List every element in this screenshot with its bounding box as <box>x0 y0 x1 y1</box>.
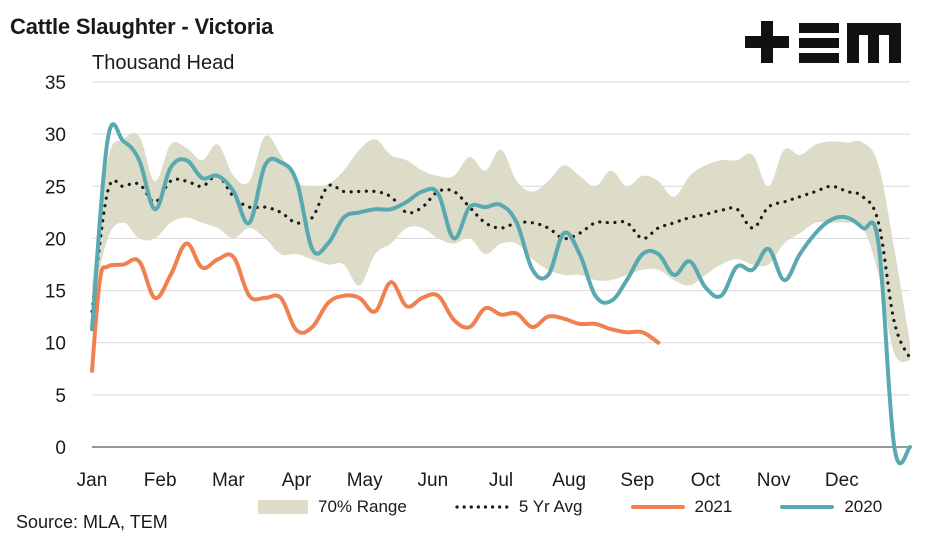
legend-swatch-avg <box>455 505 509 509</box>
legend-item-2020: 2020 <box>780 497 882 517</box>
x-tick-label: Aug <box>552 470 586 491</box>
legend-item-avg: 5 Yr Avg <box>455 497 583 517</box>
x-tick-label: Jul <box>489 470 513 491</box>
y-tick-label: 15 <box>45 282 66 303</box>
y-tick-label: 5 <box>55 386 66 407</box>
legend: 70% Range 5 Yr Avg 2021 2020 <box>258 494 930 520</box>
y-tick-label: 20 <box>45 229 66 250</box>
legend-label-avg: 5 Yr Avg <box>518 497 583 516</box>
range-band <box>92 132 910 363</box>
x-tick-label: Mar <box>212 470 245 491</box>
legend-label-2020: 2020 <box>844 497 883 516</box>
x-tick-label: Sep <box>620 470 654 491</box>
legend-swatch-2020 <box>780 505 835 509</box>
y-tick-label: 0 <box>55 438 66 459</box>
legend-label-range: 70% Range <box>318 497 407 516</box>
x-tick-label: Dec <box>825 470 859 491</box>
y-tick-label: 30 <box>45 125 66 146</box>
tem-logo <box>745 21 901 63</box>
x-tick-label: Apr <box>282 470 312 491</box>
x-tick-label: Jan <box>77 470 108 491</box>
y-tick-label: 10 <box>45 334 66 355</box>
legend-swatch-2021 <box>630 505 685 509</box>
x-tick-label: Nov <box>757 470 791 491</box>
y-tick-label: 35 <box>45 73 66 94</box>
series-line-2020 <box>90 122 912 466</box>
legend-item-range: 70% Range <box>258 497 407 517</box>
y-tick-label: 25 <box>45 177 66 198</box>
legend-item-2021: 2021 <box>630 497 733 517</box>
legend-label-2021: 2021 <box>694 497 733 516</box>
x-tick-label: Oct <box>691 470 721 491</box>
x-tick-label: Jun <box>418 470 449 491</box>
chart-title: Cattle Slaughter - Victoria <box>10 14 274 39</box>
series-line-2021 <box>90 241 661 373</box>
y-axis-label: Thousand Head <box>92 52 235 74</box>
legend-swatch-range <box>258 500 308 514</box>
source-note: Source: MLA, TEM <box>16 512 168 532</box>
x-tick-label: Feb <box>144 470 177 491</box>
x-tick-label: May <box>347 470 383 491</box>
